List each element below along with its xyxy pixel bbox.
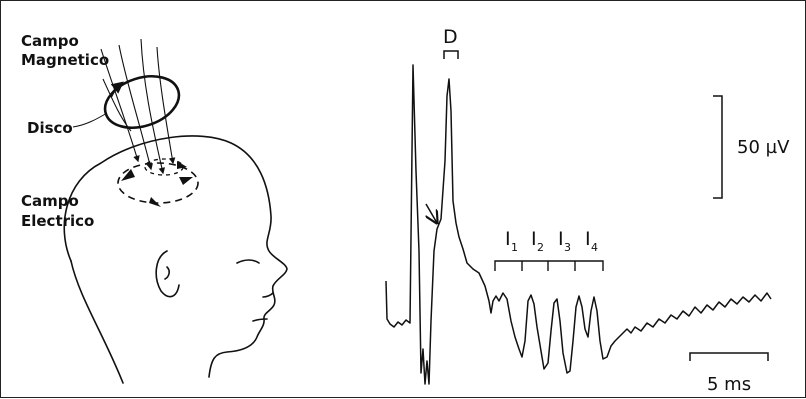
d-wave-bracket xyxy=(443,50,459,59)
ear xyxy=(155,250,180,298)
label-campo-magnetico-2: Magnetico xyxy=(21,51,109,69)
leader-lines xyxy=(72,112,108,128)
label-campo-magnetico-1: Campo xyxy=(21,32,79,50)
label-campo-electrico-1: Campo xyxy=(21,192,79,210)
coil-arrow xyxy=(110,81,124,98)
i3-label: I xyxy=(558,228,564,250)
label-disco: Disco xyxy=(27,119,73,137)
magnetic-field-lines xyxy=(100,38,176,175)
eye xyxy=(236,259,260,264)
i1-label: I xyxy=(505,228,511,250)
onset-arrow xyxy=(426,203,437,223)
mouth xyxy=(252,318,268,322)
time-scale-label: 5 ms xyxy=(707,374,751,395)
neck-back xyxy=(70,260,124,384)
electric-field-loop xyxy=(117,162,199,204)
nostril xyxy=(262,292,274,298)
i4-subscript: 4 xyxy=(591,241,598,254)
i4-label: I xyxy=(585,228,591,250)
emg-trace xyxy=(385,64,772,385)
i2-subscript: 2 xyxy=(537,241,544,254)
d-wave-label: D xyxy=(443,26,458,48)
electric-field-arrows xyxy=(121,161,193,207)
head-diagram xyxy=(63,135,288,384)
head-outline xyxy=(63,135,288,378)
amplitude-scale-label: 50 µV xyxy=(737,137,790,158)
amplitude-scale-bar xyxy=(713,95,723,199)
time-scale-bar xyxy=(689,352,769,361)
i1-subscript: 1 xyxy=(511,241,518,254)
ear-inner xyxy=(164,266,170,280)
i3-subscript: 3 xyxy=(564,241,571,254)
label-campo-electrico-2: Electrico xyxy=(21,212,94,230)
coil-disk xyxy=(103,75,181,129)
i2-label: I xyxy=(531,228,537,250)
i-waves-bracket xyxy=(494,260,604,271)
